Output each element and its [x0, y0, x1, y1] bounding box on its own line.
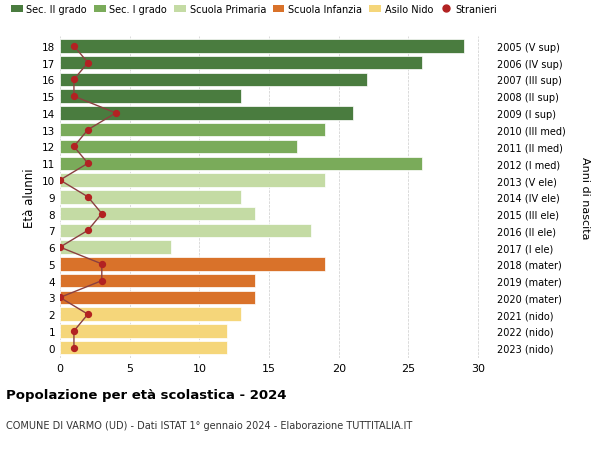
Bar [60, 190, 241, 204]
Point [69, 93, 79, 101]
Bar [60, 241, 172, 254]
Point [83, 311, 92, 318]
Bar [60, 291, 255, 304]
Bar [60, 207, 255, 221]
Bar [60, 174, 325, 187]
Point [69, 43, 79, 50]
Bar [60, 157, 422, 171]
Point [83, 60, 92, 67]
Bar [60, 257, 325, 271]
Point [55, 244, 65, 251]
Point [97, 210, 107, 218]
Bar [60, 90, 241, 104]
Point [55, 294, 65, 302]
Text: Popolazione per età scolastica - 2024: Popolazione per età scolastica - 2024 [6, 388, 287, 401]
Bar [60, 224, 311, 237]
Text: COMUNE DI VARMO (UD) - Dati ISTAT 1° gennaio 2024 - Elaborazione TUTTITALIA.IT: COMUNE DI VARMO (UD) - Dati ISTAT 1° gen… [6, 420, 412, 430]
Bar [60, 274, 255, 288]
Point [69, 344, 79, 352]
Point [83, 194, 92, 201]
Point [69, 144, 79, 151]
Point [111, 110, 121, 118]
Point [55, 177, 65, 185]
Point [69, 328, 79, 335]
Point [97, 261, 107, 268]
Legend: Sec. II grado, Sec. I grado, Scuola Primaria, Scuola Infanzia, Asilo Nido, Stran: Sec. II grado, Sec. I grado, Scuola Prim… [11, 5, 497, 15]
Bar [60, 57, 422, 70]
Point [83, 160, 92, 168]
Point [97, 277, 107, 285]
Point [69, 77, 79, 84]
Y-axis label: Anni di nascita: Anni di nascita [580, 156, 589, 239]
Bar [60, 107, 353, 120]
Point [83, 227, 92, 235]
Y-axis label: Età alunni: Età alunni [23, 168, 37, 227]
Bar [60, 325, 227, 338]
Bar [60, 308, 241, 321]
Bar [60, 40, 464, 53]
Bar [60, 341, 227, 355]
Point [83, 127, 92, 134]
Bar [60, 140, 297, 154]
Bar [60, 124, 325, 137]
Bar [60, 73, 367, 87]
